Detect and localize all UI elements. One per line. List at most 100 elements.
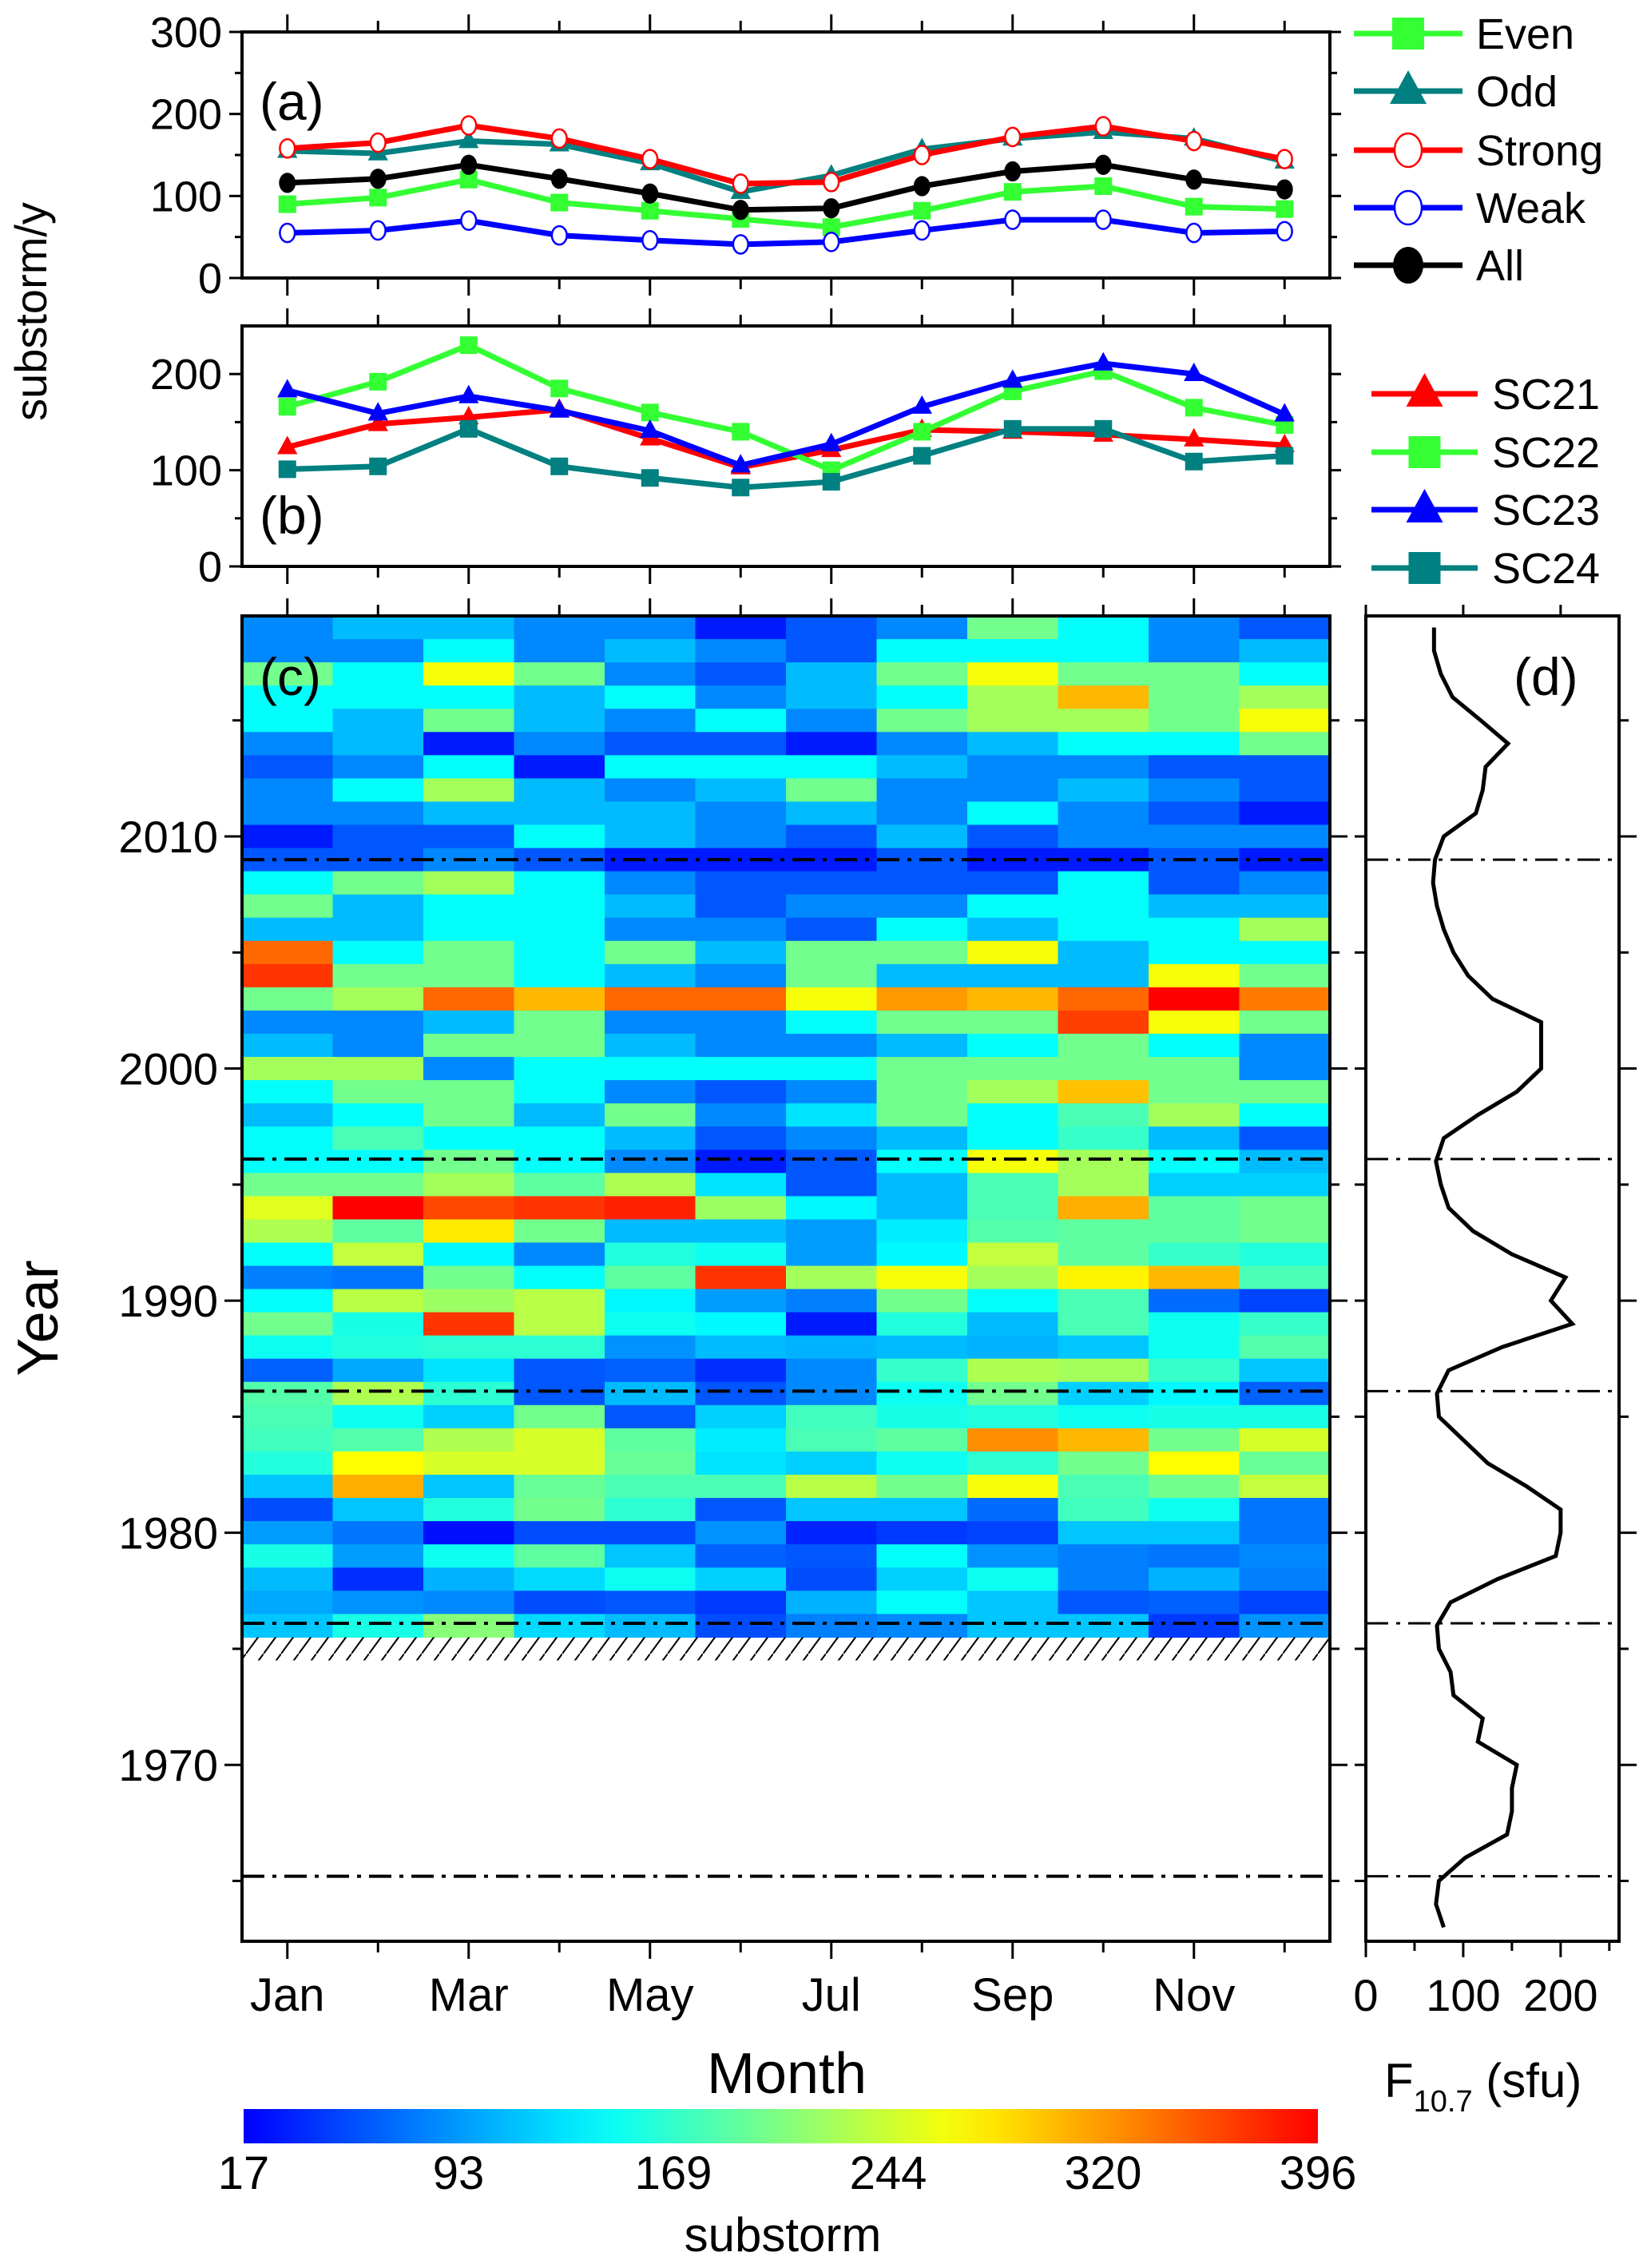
- heatmap-cell: [1058, 940, 1149, 965]
- open-circle-marker: [1276, 220, 1293, 242]
- y-axis-label-substorm-per-year: substorm/y: [6, 202, 56, 421]
- heatmap-cell: [605, 778, 697, 803]
- square-marker: [641, 403, 659, 422]
- heatmap-row-2016: [242, 685, 1331, 709]
- series-strong: [279, 115, 1293, 194]
- circle-marker: [1185, 169, 1203, 190]
- heatmap-cell: [786, 1428, 878, 1452]
- heatmap-cell: [1058, 732, 1149, 756]
- heatmap-cell: [1058, 662, 1149, 686]
- heatmap-cell: [876, 1591, 968, 1615]
- heatmap-cell: [1239, 1358, 1331, 1383]
- open-circle-marker: [550, 224, 568, 246]
- heatmap-cell: [876, 963, 968, 988]
- heatmap-cell: [332, 1126, 424, 1150]
- heatmap-cell: [967, 639, 1059, 663]
- heatmap-cell: [786, 871, 878, 896]
- triangle-marker: [1274, 403, 1295, 422]
- heatmap-cell: [332, 1196, 424, 1221]
- square-marker: [459, 419, 478, 438]
- heatmap-cell: [1239, 1289, 1331, 1313]
- heatmap-cell: [1239, 1196, 1331, 1221]
- heatmap-cell: [332, 778, 424, 803]
- heatmap-row-1990: [242, 1289, 1331, 1313]
- heatmap-cell: [786, 1033, 878, 1058]
- heatmap-cell: [605, 662, 697, 686]
- heatmap-cell: [695, 662, 787, 686]
- heatmap-cell: [1239, 894, 1331, 919]
- heatmap-cell: [876, 778, 968, 803]
- legend-label: All: [1476, 242, 1524, 290]
- heatmap-cell: [1149, 639, 1240, 663]
- y-tick-label: 300: [150, 9, 222, 57]
- heatmap-cell: [605, 709, 697, 733]
- heatmap-cell: [967, 1126, 1059, 1150]
- open-circle-marker: [732, 173, 749, 194]
- heatmap-cell: [695, 755, 787, 779]
- heatmap-cell: [423, 1335, 515, 1360]
- heatmap-cell: [423, 824, 515, 849]
- circle-marker: [732, 200, 749, 220]
- heatmap-cell: [1239, 639, 1331, 663]
- heatmap-cell: [967, 824, 1059, 849]
- square-marker: [822, 218, 840, 236]
- heatmap-cell: [242, 1428, 334, 1452]
- heatmap-cell: [514, 1591, 605, 1615]
- heatmap-cell: [876, 1080, 968, 1104]
- heatmap-cell: [695, 1567, 787, 1591]
- square-marker: [278, 195, 296, 213]
- x-tick-label-month: Sep: [971, 1969, 1054, 2021]
- heatmap-cell: [242, 940, 334, 965]
- heatmap-row-1982: [242, 1475, 1331, 1499]
- legend-label: Strong: [1476, 127, 1603, 175]
- heatmap-cell: [967, 1335, 1059, 1360]
- heatmap-cell: [695, 1265, 787, 1290]
- heatmap-cell: [423, 894, 515, 919]
- heatmap-cell: [423, 1451, 515, 1476]
- heatmap-cell: [605, 801, 697, 826]
- heatmap-cell: [605, 1057, 697, 1081]
- heatmap-cell: [242, 963, 334, 988]
- heatmap-cell: [332, 987, 424, 1011]
- square-marker: [1392, 18, 1424, 50]
- heatmap-cell: [967, 1173, 1059, 1197]
- heatmap-cell: [332, 1358, 424, 1383]
- heatmap-cell: [967, 871, 1059, 896]
- heatmap-cell: [1239, 1404, 1331, 1429]
- heatmap-cell: [1149, 709, 1240, 733]
- heatmap-cell: [786, 709, 878, 733]
- open-circle-marker: [279, 222, 296, 244]
- heatmap-cell: [1149, 755, 1240, 779]
- heatmap-cell: [695, 709, 787, 733]
- f107-main: F: [1384, 2054, 1414, 2107]
- heatmap-cell: [1058, 1312, 1149, 1337]
- heatmap-cell: [786, 1404, 878, 1429]
- square-marker: [822, 473, 840, 491]
- heatmap-cell: [332, 662, 424, 686]
- heatmap-row-2013: [242, 755, 1331, 779]
- y-tick-label-year: 1970: [118, 1740, 218, 1790]
- heatmap-cell: [786, 1057, 878, 1081]
- heatmap-cell: [1058, 1057, 1149, 1081]
- heatmap-row-1981: [242, 1498, 1331, 1522]
- panel-label-d: (d): [1514, 647, 1578, 706]
- heatmap-cell: [1239, 1498, 1331, 1522]
- heatmap-cell: [786, 1475, 878, 1499]
- heatmap-cell: [1058, 755, 1149, 779]
- heatmap-cell: [605, 894, 697, 919]
- heatmap-cell: [332, 685, 424, 709]
- plots-layer: 0 100 200 300 Even Odd Strong Weak All 0 100 200 SC2…: [118, 9, 1637, 2199]
- heatmap-cell: [786, 1010, 878, 1035]
- y-tick-label: 200: [150, 351, 222, 399]
- heatmap-cell: [695, 1126, 787, 1150]
- heatmap-cell: [332, 709, 424, 733]
- heatmap-cell: [876, 1335, 968, 1360]
- heatmap-row-2017: [242, 662, 1331, 686]
- heatmap-cell: [242, 1312, 334, 1337]
- series-even: [278, 170, 1294, 236]
- heatmap-cell: [967, 917, 1059, 942]
- x-tick-label-f107: 0: [1353, 1970, 1378, 2020]
- heatmap-cell: [786, 1080, 878, 1104]
- heatmap-row-2004: [242, 963, 1331, 988]
- circle-marker: [369, 169, 387, 189]
